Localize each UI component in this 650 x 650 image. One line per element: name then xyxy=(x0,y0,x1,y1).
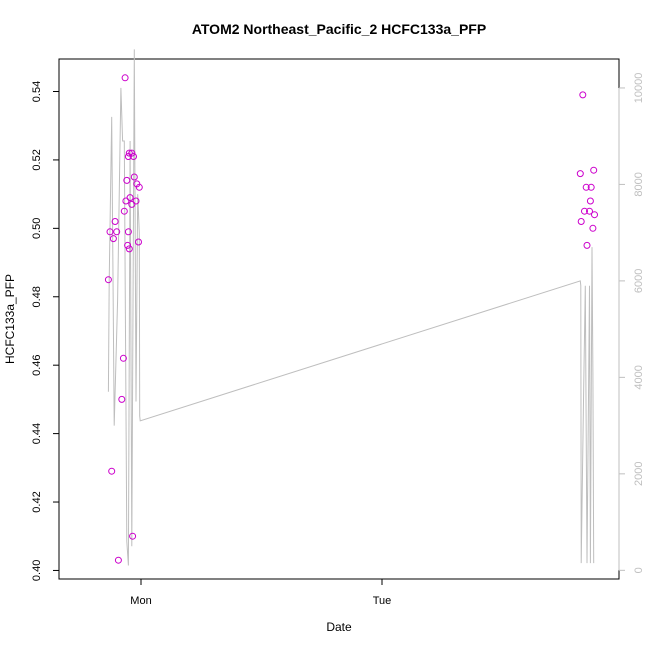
y-tick-label: 0.52 xyxy=(31,149,43,170)
y2-tick-label: 4000 xyxy=(633,365,645,389)
x-tick-label: Mon xyxy=(130,595,151,607)
data-point xyxy=(135,238,142,246)
line-series-layer xyxy=(107,49,595,566)
data-point xyxy=(111,218,119,225)
data-point xyxy=(120,207,128,215)
y2-tick-label: 8000 xyxy=(633,172,645,196)
y-tick-label: 0.48 xyxy=(31,286,43,307)
data-point xyxy=(589,224,597,232)
y-tick-label: 0.42 xyxy=(31,491,43,512)
data-point xyxy=(576,170,584,178)
data-point xyxy=(121,74,129,82)
data-point xyxy=(123,176,131,184)
x-axis-label: Date xyxy=(326,620,352,634)
line-series xyxy=(107,49,595,566)
data-point xyxy=(113,228,121,236)
chart-title: ATOM2 Northeast_Pacific_2 HCFC133a_PFP xyxy=(192,21,486,37)
data-point xyxy=(132,197,140,205)
data-point xyxy=(114,556,122,564)
points-layer xyxy=(104,74,598,564)
data-point xyxy=(122,197,130,205)
y-tick-label: 0.46 xyxy=(31,354,43,375)
y-axis-right: 0 2000 4000 6000 8000 10000 xyxy=(618,73,645,573)
data-point xyxy=(129,532,137,540)
data-point xyxy=(579,91,587,99)
data-point xyxy=(582,183,590,191)
data-point xyxy=(108,467,116,475)
data-point xyxy=(124,241,132,249)
data-point xyxy=(119,354,127,362)
y-axis-label: HCFC133a_PFP xyxy=(3,274,17,364)
data-point xyxy=(106,228,114,236)
data-point xyxy=(586,207,593,215)
y-tick-label: 0.50 xyxy=(31,218,43,239)
data-point xyxy=(128,200,136,208)
data-point xyxy=(128,149,136,157)
y2-tick-label: 0 xyxy=(633,567,645,573)
data-point xyxy=(583,241,591,249)
data-point xyxy=(126,194,134,202)
data-point xyxy=(125,149,133,157)
y-axis-left: 0.40 0.42 0.44 0.46 0.48 0.50 0.52 0.54 xyxy=(31,81,60,581)
data-point xyxy=(109,235,117,243)
y2-tick-label: 6000 xyxy=(633,269,645,293)
data-point xyxy=(135,183,143,191)
x-axis: Mon Tue xyxy=(130,578,392,607)
data-point xyxy=(586,197,594,205)
data-point xyxy=(118,395,126,403)
y-tick-label: 0.40 xyxy=(31,560,43,581)
data-point xyxy=(125,245,133,253)
data-point xyxy=(590,166,598,174)
data-point xyxy=(581,207,588,215)
data-point xyxy=(124,228,132,236)
data-point xyxy=(577,218,585,225)
y2-tick-label: 2000 xyxy=(633,462,645,486)
data-point xyxy=(591,211,598,219)
y2-tick-label: 10000 xyxy=(633,73,645,104)
data-point xyxy=(130,173,138,181)
data-point xyxy=(587,183,595,191)
y-tick-label: 0.44 xyxy=(31,423,43,444)
y-tick-label: 0.54 xyxy=(31,81,43,102)
x-tick-label: Tue xyxy=(373,595,392,607)
data-point xyxy=(130,153,137,160)
data-point xyxy=(104,276,112,284)
